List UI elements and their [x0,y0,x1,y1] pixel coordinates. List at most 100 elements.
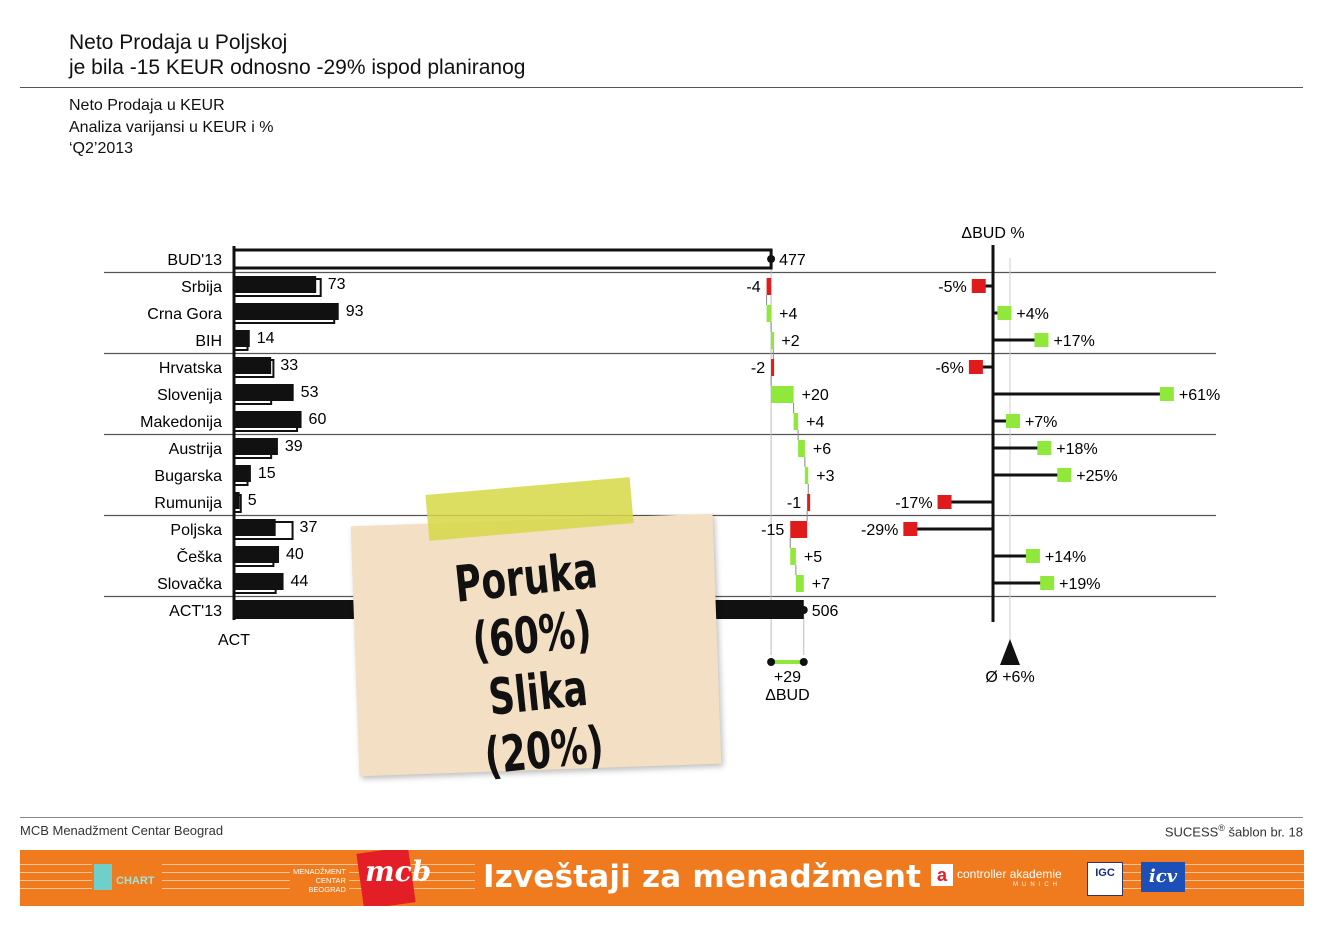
country-actual-bar [234,492,240,509]
abs-variance-label: +7 [812,576,830,593]
title-line-1: Neto Prodaja u Poljskoj [69,31,288,54]
abs-variance-label: +20 [802,387,829,404]
country-label: Hrvatska [159,360,222,377]
budget-total-bar [232,248,773,270]
country-label: Rumunija [154,495,222,512]
pct-variance-marker [1159,387,1174,401]
country-label: Bugarska [154,468,222,485]
subtitle-line-1: Neto Prodaja u KEUR [69,97,225,114]
abs-variance-bar [798,440,805,457]
note-text: Poruka (60%) Slika (20%) [408,537,661,792]
country-actual-bar [234,303,339,320]
country-label: BIH [195,333,222,350]
country-actual-value: 93 [346,303,364,320]
country-actual-value: 33 [280,357,298,374]
igc-logo: IGC [1087,862,1123,896]
controller-akademie-text: controller akademie [957,867,1062,881]
hichart-logo-text: CHART [116,875,155,887]
budget-total-value: 477 [779,252,806,269]
pct-variance-marker [1040,576,1055,590]
abs-variance-bar [790,548,796,565]
pct-variance-label: -29% [861,522,898,539]
pct-variance-header: ΔBUD % [961,225,1024,242]
country-actual-bar [234,519,276,536]
pct-variance-label: +19% [1059,576,1100,593]
controller-akademie-logo: a controller akademie MUNICH [925,860,1087,896]
country-label: Poljska [170,522,222,539]
abs-variance-bar [795,575,804,592]
abs-variance-label: -4 [746,279,760,296]
banner-title: Izveštaji za menadžment [475,859,930,895]
country-actual-bar [234,330,250,347]
sticky-note: Poruka (60%) Slika (20%) [350,477,727,786]
country-actual-bar [234,384,294,401]
abs-variance-label: +5 [804,549,822,566]
abs-variance-bar [790,521,808,538]
country-label: Slovačka [157,576,222,593]
subtitle-line-3: ‘Q2’2013 [69,140,134,157]
mcb-caption-line: CENTAR [315,876,346,885]
controller-akademie-city: MUNICH [1013,882,1061,888]
pct-variance-marker [1034,333,1049,347]
abs-variance-bar [766,278,772,295]
abs-variance-label: -2 [751,360,765,377]
abs-variance-label: -1 [787,495,801,512]
country-actual-bar [234,276,317,293]
budget-total-dot [767,255,776,263]
footer-company: MCB Menadžment Centar Beograd [20,823,224,838]
average-marker-icon [1000,639,1020,665]
abs-variance-bar [771,359,775,376]
page-title: Neto Prodaja u Poljskoj je bila -15 KEUR… [69,30,525,80]
country-label: Slovenija [157,387,222,404]
abs-variance-label: -15 [761,522,784,539]
mcb-logo-text: mcb [365,855,432,888]
abs-variance-bar [804,467,809,484]
pct-variance-marker [903,522,918,536]
hichart-logo: CHART [92,860,162,896]
abs-variance-label: +3 [816,468,834,485]
actual-row-label: ACT'13 [169,603,222,620]
mcb-logo-caption: MENADŽMENT CENTAR BEOGRAD [290,867,349,894]
country-actual-value: 73 [328,276,346,293]
country-label: Srbija [181,279,222,296]
country-label: Crna Gora [147,306,222,323]
pct-variance-marker [968,360,983,374]
country-actual-bar [234,357,272,374]
pct-variance-label: +17% [1053,333,1094,350]
actual-total-dot [799,606,808,614]
footer-template-number: šablon br. 18 [1224,824,1303,840]
country-actual-value: 39 [285,438,303,455]
footer-template-name: SUCESS [1164,824,1219,840]
pct-variance-marker [1025,549,1040,563]
abs-variance-bar [807,494,811,511]
title-line-2: je bila -15 KEUR odnosno -29% ispod plan… [69,56,526,79]
country-actual-value: 15 [258,465,276,482]
registered-mark: ® [1218,823,1225,833]
country-actual-bar [234,438,278,455]
actual-total-value: 506 [812,603,839,620]
abs-variance-bar [766,305,772,322]
pct-variance-label: +4% [1016,306,1048,323]
pct-variance-label: -17% [895,495,932,512]
pct-variance-label: +61% [1179,387,1220,404]
abs-variance-bar [771,332,775,349]
icv-logo: icv [1141,862,1185,892]
country-actual-value: 53 [301,384,319,401]
footer-banner: CHART MENADŽMENT CENTAR BEOGRAD mcb Izve… [20,850,1304,906]
pct-variance-label: +18% [1056,441,1097,458]
country-label: Austrija [169,441,222,458]
abs-variance-bar [793,413,799,430]
abs-variance-label: +6 [813,441,831,458]
country-actual-value: 37 [300,519,318,536]
abs-variance-bar [771,386,794,403]
country-actual-bar [234,411,302,428]
pct-variance-marker [1037,441,1052,455]
country-label: Makedonija [140,414,222,431]
pct-variance-label: -5% [938,279,966,296]
pct-variance-label: +7% [1025,414,1057,431]
country-actual-value: 14 [257,330,275,347]
mcb-caption-line: BEOGRAD [308,885,346,894]
pct-variance-label: -6% [935,360,963,377]
country-actual-value: 40 [286,546,304,563]
mcb-caption-line: MENADŽMENT [293,867,346,876]
